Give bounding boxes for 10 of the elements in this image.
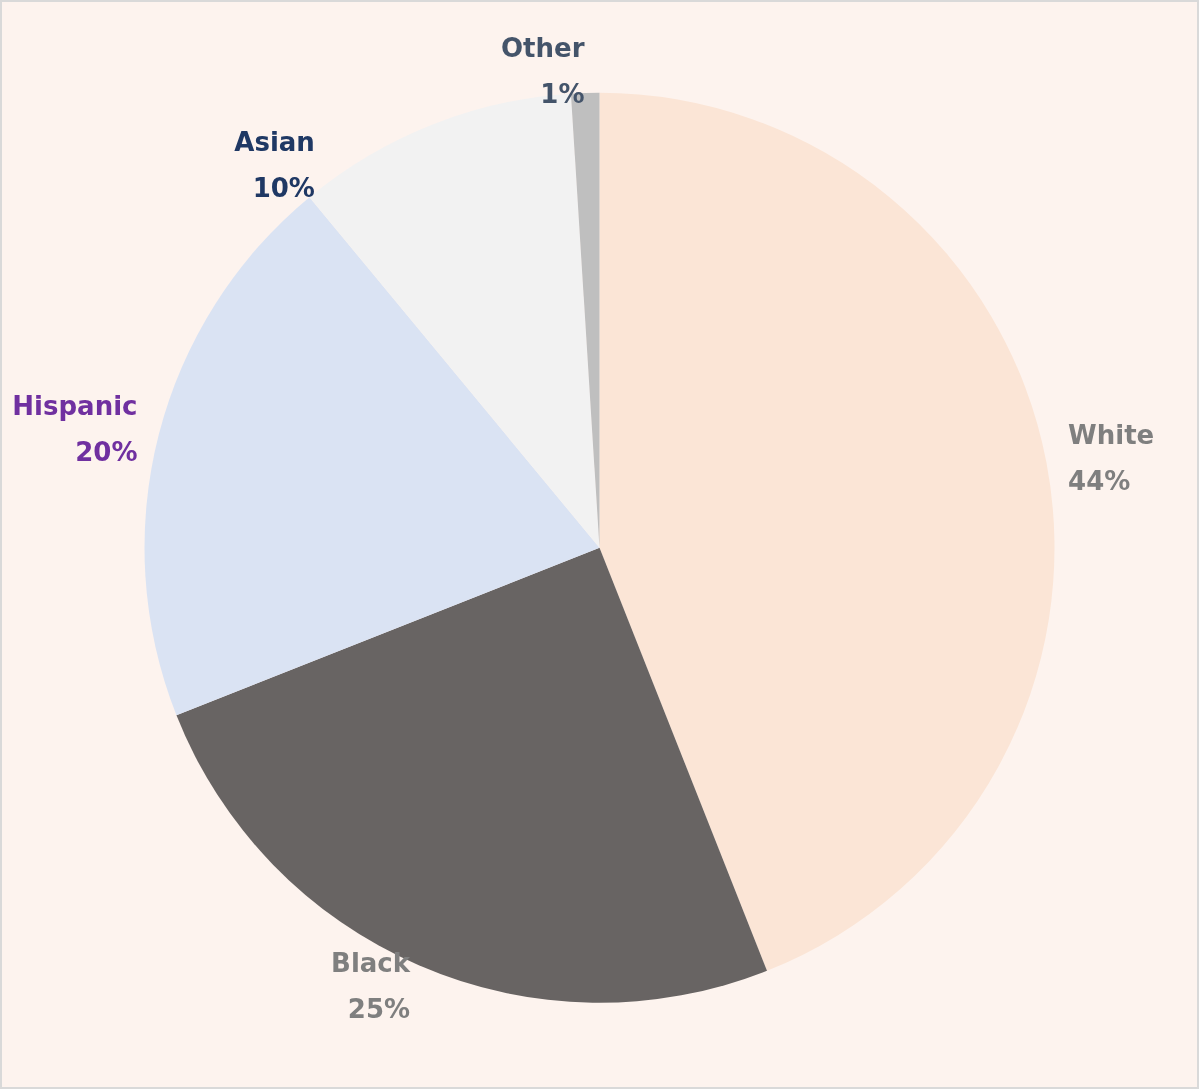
slice-label: Hispanic [12, 391, 138, 422]
data-label: 10% [252, 172, 315, 203]
slice-label: White [1068, 420, 1155, 451]
slice-label: Black [331, 947, 411, 978]
data-label: 1% [540, 78, 585, 109]
slice-label: Asian [234, 126, 315, 157]
data-label: 44% [1068, 466, 1131, 497]
data-label: 20% [75, 437, 138, 468]
data-label: 25% [347, 993, 411, 1024]
slice-label: Other [501, 32, 585, 63]
